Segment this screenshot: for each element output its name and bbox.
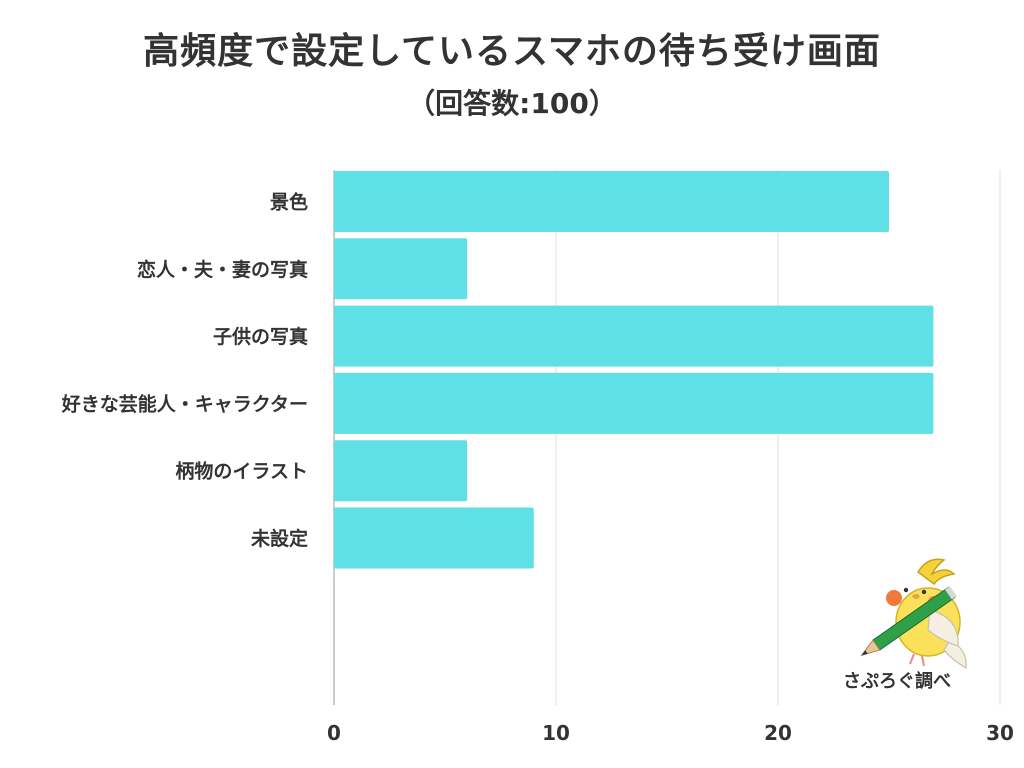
bar-4 xyxy=(334,372,934,434)
bar-1 xyxy=(334,171,889,232)
x-tick-label: 20 xyxy=(764,721,792,745)
bar-2 xyxy=(334,238,468,300)
x-tick-label: 0 xyxy=(327,721,341,745)
category-label: 柄物のイラスト xyxy=(175,460,308,483)
cockatiel-with-pencil-icon xyxy=(860,558,967,669)
source-credit: さぷろぐ調べ xyxy=(843,671,951,692)
category-label: 未設定 xyxy=(250,527,308,550)
x-tick-label: 10 xyxy=(542,721,570,745)
chart-subtitle: （回答数:100） xyxy=(407,87,617,120)
bar-layer xyxy=(334,171,934,569)
category-label: 景色 xyxy=(270,191,308,214)
tick-label-layer: 0 10 20 30 xyxy=(327,721,1014,745)
category-label: 恋人・夫・妻の写真 xyxy=(137,258,308,281)
bar-5 xyxy=(334,440,468,502)
bar-3 xyxy=(334,305,934,367)
category-label: 子供の写真 xyxy=(213,325,308,348)
bar-6 xyxy=(334,507,534,569)
category-label: 好きな芸能人・キャラクター xyxy=(61,392,308,415)
chart-title: 高頻度で設定しているスマホの待ち受け画面 xyxy=(143,31,881,72)
x-tick-label: 30 xyxy=(986,721,1014,745)
